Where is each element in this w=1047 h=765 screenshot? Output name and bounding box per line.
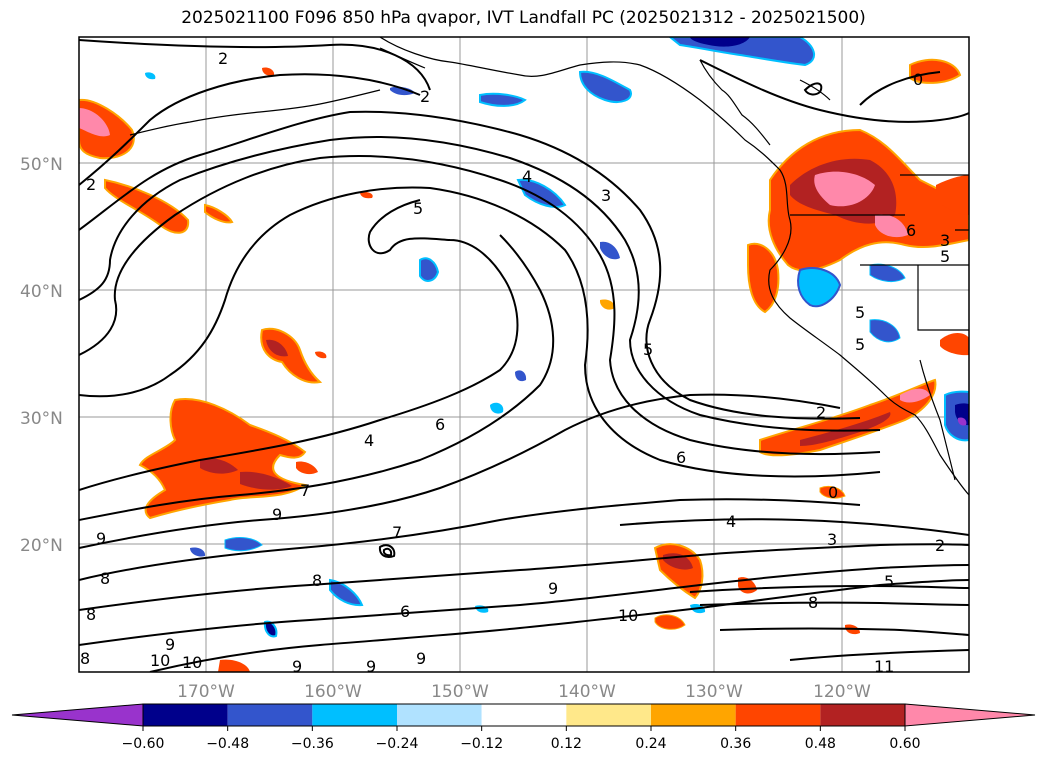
contour-label: 5: [413, 199, 423, 218]
contour-label: 11: [874, 657, 894, 676]
contour-labels: 2 2 2 0 4 3 5 5 5 5 6 6 2 7 9 9 9 6 4 3 …: [80, 49, 950, 676]
contour-label: 8: [312, 571, 322, 590]
colorbar-segment: [820, 704, 905, 726]
contour-label: 7: [392, 523, 402, 542]
contour-label: 8: [808, 593, 818, 612]
lat-label: 40°N: [20, 282, 63, 302]
colorbar-tick-label: 0.24: [635, 736, 666, 752]
contour-label: 3: [827, 530, 837, 549]
colorbar-segment: [566, 704, 651, 726]
contour-label: 8: [100, 569, 110, 588]
colorbar-tick-label: −0.60: [122, 736, 165, 752]
contour-label: 2: [218, 49, 228, 68]
contour-label: 9: [366, 657, 376, 676]
contour-label: 2: [420, 87, 430, 106]
contour-label: 9: [292, 657, 302, 676]
contour-label: 9: [165, 635, 175, 654]
contour-label: 0: [913, 70, 923, 89]
lon-label: 150°W: [431, 682, 489, 702]
latitude-labels: 50°N 40°N 30°N 20°N: [20, 155, 63, 556]
colorbar-extend-high: [904, 703, 1036, 727]
lon-label: 170°W: [177, 682, 235, 702]
contour-label: 8: [86, 605, 96, 624]
colorbar-tick-label: −0.48: [206, 736, 249, 752]
colorbar-border: [142, 703, 906, 727]
map-title: 2025021100 F096 850 hPa qvapor, IVT Land…: [181, 8, 866, 28]
contour-label: 10: [618, 606, 638, 625]
colorbar-tick-label: −0.36: [291, 736, 334, 752]
lat-label: 20°N: [20, 536, 63, 556]
contour-label: 10: [150, 651, 170, 670]
longitude-labels: 170°W 160°W 150°W 140°W 130°W 120°W: [177, 682, 871, 702]
colorbar-segment: [651, 704, 736, 726]
contour-label: 6: [400, 602, 410, 621]
colorbar-tick-label: 0.60: [889, 736, 920, 752]
contour-label: 4: [522, 167, 532, 186]
colorbar-segment: [735, 704, 821, 726]
filled-anomaly-negative: [145, 37, 969, 638]
colorbar: −0.60 −0.48 −0.36 −0.24 −0.12 0.12 0.24 0.36 0.4…: [11, 703, 1036, 752]
colorbar-tick-label: 0.12: [551, 736, 582, 752]
contour-label: 6: [676, 448, 686, 467]
colorbar-tick-label: −0.24: [376, 736, 419, 752]
lon-label: 160°W: [304, 682, 362, 702]
contour-label: 10: [182, 653, 202, 672]
colorbar-tick-label: 0.36: [720, 736, 751, 752]
contour-label: 0: [828, 483, 838, 502]
contour-label: 5: [884, 572, 894, 591]
contour-label: 9: [416, 649, 426, 668]
contour-label: 3: [940, 231, 950, 250]
contour-label: 2: [935, 536, 945, 555]
map-border: [78, 36, 970, 673]
contour-label: 9: [96, 529, 106, 548]
contour-label: 9: [272, 505, 282, 524]
lon-label: 120°W: [813, 682, 871, 702]
contour-label: 2: [86, 175, 96, 194]
colorbar-segment: [397, 704, 482, 726]
contour-label: 4: [364, 431, 374, 450]
contour-label: 5: [855, 303, 865, 322]
lat-label: 30°N: [20, 409, 63, 429]
lon-label: 130°W: [685, 682, 743, 702]
colorbar-tick-label: 0.48: [805, 736, 836, 752]
contour-label: 9: [548, 579, 558, 598]
colorbar-tick-label: −0.12: [460, 736, 503, 752]
contour-label: 5: [643, 340, 653, 359]
colorbar-segment: [481, 704, 567, 726]
qvapor-contours: [79, 39, 969, 672]
contour-label: 8: [80, 649, 90, 668]
contour-label: 5: [940, 247, 950, 266]
contour-label: 4: [726, 512, 736, 531]
map-plot-area: 2 2 2 0 4 3 5 5 5 5 6 6 2 7 9 9 9 6 4 3 …: [79, 37, 969, 676]
colorbar-segment: [312, 704, 397, 726]
coastlines: [129, 37, 969, 496]
lat-label: 50°N: [20, 155, 63, 175]
contour-label: 5: [855, 335, 865, 354]
colorbar-extend-low: [11, 703, 144, 727]
colorbar-segment: [227, 704, 313, 726]
contour-label: 7: [300, 481, 310, 500]
contour-label: 6: [906, 221, 916, 240]
contour-label: 6: [435, 415, 445, 434]
lon-label: 140°W: [558, 682, 616, 702]
contour-label: 2: [816, 403, 826, 422]
colorbar-segment: [143, 704, 228, 726]
contour-label: 3: [601, 186, 611, 205]
